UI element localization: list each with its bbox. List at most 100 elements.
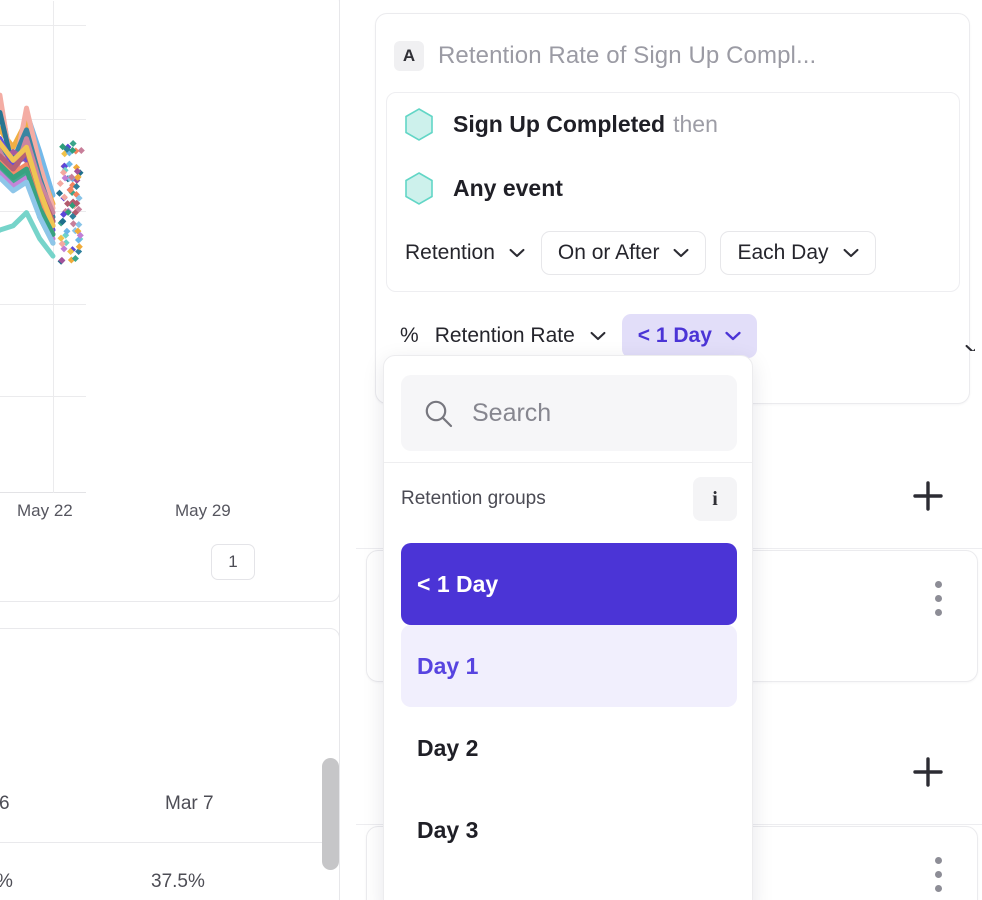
search-icon (425, 400, 453, 427)
chart-projection-dot (63, 145, 71, 153)
chevron-down-icon (509, 248, 525, 258)
table-cell-col1: 6 (0, 792, 10, 814)
event-hexagon-icon (405, 172, 433, 205)
chart-svg (0, 1, 86, 493)
chart-projection-dot (65, 160, 73, 168)
panel-scrollbar-thumb[interactable] (322, 758, 339, 870)
add-query-button[interactable] (910, 754, 946, 795)
dropdown-option-day-1[interactable]: Day 1 (401, 625, 737, 707)
table-row[interactable]: 6 Mar 7 (0, 765, 340, 843)
chevron-down-icon (725, 331, 741, 341)
chart-projection-dot (58, 256, 66, 264)
chart-projection-dot (59, 168, 68, 177)
retention-group-dropdown: Retention groups i < 1 Day Day 1 Day 2 D… (383, 355, 753, 900)
chart-projection-dot (58, 240, 66, 248)
query-step-connector: then (673, 111, 718, 137)
overflow-chevron-icon[interactable] (965, 341, 975, 351)
chart-projection-dot (69, 146, 77, 154)
dropdown-option-label: Day 2 (417, 734, 479, 761)
on-or-after-select[interactable]: On or After (540, 231, 707, 275)
chevron-down-icon (843, 248, 858, 258)
chart-series-line (0, 166, 56, 246)
query-step-label: Sign Up Completed (453, 111, 666, 137)
chart-projection-dot (56, 179, 64, 188)
chevron-down-icon (965, 344, 975, 351)
chart-results-panel: May 22 May 29 1 6 Mar 7 % 37.5% (0, 0, 340, 900)
search-box[interactable] (401, 375, 737, 451)
query-title-row: A Retention Rate of Sign Up Compl... (394, 36, 816, 76)
chart-projection-dot (69, 220, 77, 228)
chart-projection-dot (61, 174, 69, 182)
dropdown-option-day-2[interactable]: Day 2 (401, 707, 737, 789)
dropdown-option-lt-1-day[interactable]: < 1 Day (401, 543, 737, 625)
retention-group-select[interactable]: < 1 Day (621, 314, 757, 358)
metric-row: % Retention Rate < 1 Day (400, 314, 757, 358)
chart-projection-dot (69, 212, 77, 220)
search-input[interactable] (472, 398, 712, 428)
more-options-icon[interactable] (935, 857, 943, 899)
dropdown-option-label: < 1 Day (417, 570, 499, 597)
query-card-a: A Retention Rate of Sign Up Compl... Sig… (375, 13, 975, 404)
query-step-1[interactable]: Any event (403, 171, 563, 206)
chart-projection-dot (55, 189, 64, 197)
more-options-icon[interactable] (935, 581, 943, 623)
query-step-0[interactable]: Sign Up Completed then (403, 107, 718, 142)
chart-projection-dot (75, 247, 83, 256)
chart-projection-dot (73, 167, 81, 175)
each-day-label: Each Day (737, 241, 829, 264)
results-table: 6 Mar 7 % 37.5% (0, 628, 340, 900)
chart-series-line (0, 157, 56, 237)
plus-icon (913, 757, 943, 787)
panel-divider (339, 0, 340, 900)
chart-projection-dot (75, 221, 83, 229)
chart-projection-dot (60, 193, 68, 201)
chart-series-line (0, 174, 56, 246)
chart-projection-dot (75, 194, 83, 202)
chart-projection-dot (68, 173, 76, 181)
chevron-down-icon (590, 331, 606, 341)
measure-type-label: Retention (405, 241, 495, 264)
plus-icon (913, 481, 943, 511)
info-icon[interactable]: i (693, 477, 737, 521)
chart-projection-dot (72, 182, 81, 191)
query-controls-row: Retention On or After Each Day (403, 231, 876, 275)
chart-page-indicator[interactable]: 1 (211, 544, 255, 580)
query-title[interactable]: Retention Rate of Sign Up Compl... (438, 42, 817, 69)
chart-projection-dot (64, 200, 72, 208)
chart-projection-dot (67, 247, 75, 256)
chart-projection-dot (71, 254, 79, 263)
dropdown-option-label: Day 1 (417, 652, 479, 679)
series-letter-badge: A (394, 41, 424, 71)
dropdown-section-header: Retention groups i (384, 463, 752, 535)
chart-projection-dot (63, 227, 71, 235)
x-tick-label-0: May 22 (17, 501, 73, 520)
metric-label: Retention Rate (434, 324, 575, 347)
each-day-select[interactable]: Each Day (720, 231, 876, 275)
dropdown-search-section (384, 356, 752, 463)
retention-line-chart[interactable] (0, 1, 340, 493)
chart-series-line (0, 149, 56, 224)
query-step-label: Any event (453, 175, 563, 201)
on-or-after-label: On or After (557, 241, 660, 264)
chart-projection-dot (74, 173, 82, 182)
chevron-down-icon (674, 248, 689, 258)
chart-projection-dot (66, 186, 74, 194)
dropdown-option-day-3[interactable]: Day 3 (401, 789, 737, 871)
chart-series-line (0, 210, 56, 259)
chart-projection-dot (57, 234, 65, 242)
chart-series-line (0, 170, 56, 242)
chart-series-line (0, 139, 56, 229)
percent-icon: % (400, 324, 419, 347)
measure-type-select[interactable]: Retention (403, 241, 527, 265)
query-steps-box: Sign Up Completed then Any event Retenti… (386, 92, 975, 351)
chart-projection-dot (58, 218, 67, 226)
chart-projection-dot (69, 139, 77, 148)
chart-projection-dot (77, 146, 85, 155)
retention-group-label: < 1 Day (637, 324, 712, 347)
table-row[interactable]: % 37.5% (0, 843, 340, 900)
chart-projection-dot (60, 210, 68, 218)
chart-card: May 22 May 29 (0, 0, 340, 602)
add-query-button[interactable] (910, 478, 946, 519)
metric-select[interactable]: Retention Rate (435, 324, 606, 348)
